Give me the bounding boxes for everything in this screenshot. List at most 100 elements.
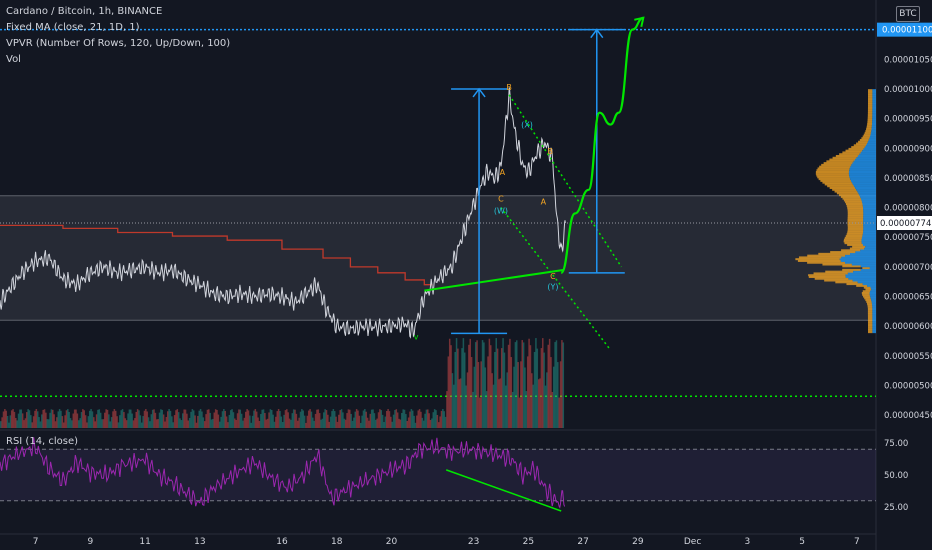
volume-bar: [376, 418, 378, 428]
volume-bar: [458, 379, 461, 428]
time-tick-label: 16: [276, 537, 288, 547]
volume-bar: [351, 420, 354, 428]
vp-bar-down: [867, 308, 873, 311]
volume-bar: [301, 409, 303, 428]
vp-bar-down: [863, 286, 871, 289]
vp-bar-up: [862, 283, 876, 286]
volume-bar: [323, 412, 325, 428]
volume-bar: [169, 410, 172, 428]
vp-bar-up: [867, 140, 876, 143]
vp-bar-down: [827, 185, 855, 188]
vp-bar-up: [871, 130, 876, 133]
volume-bar: [305, 422, 307, 428]
volume-bar: [76, 413, 79, 428]
vp-bar-up: [857, 281, 876, 284]
volume-bar: [276, 411, 278, 428]
time-tick-label: 7: [33, 537, 39, 547]
vp-bar-up: [863, 227, 876, 230]
vp-bar-up: [861, 240, 876, 243]
vp-bar-up: [872, 117, 876, 120]
vp-bar-down: [867, 313, 873, 316]
volume-bar: [532, 384, 534, 428]
vp-bar-down: [863, 295, 871, 298]
volume-bar: [492, 384, 495, 428]
currency-badge[interactable]: BTC: [896, 6, 920, 22]
volume-bar: [496, 348, 499, 428]
volume-bar: [273, 421, 276, 428]
vp-bar-up: [863, 219, 876, 222]
vp-bar-down: [819, 165, 851, 168]
volume-bar: [514, 342, 517, 428]
volume-bar: [190, 411, 192, 428]
volume-bar: [327, 414, 329, 428]
volume-bar: [199, 409, 202, 428]
vp-bar-down: [838, 194, 860, 197]
volume-bar: [251, 415, 254, 428]
projection-path: [560, 16, 644, 274]
price-tick-label: 0.00000450: [884, 411, 932, 421]
vp-bar-down: [836, 192, 859, 195]
volume-bar: [536, 348, 539, 428]
vp-bar-up: [872, 105, 876, 108]
chart-legend: Cardano / Bitcoin, 1h, BINANCE Fixed MA …: [6, 4, 230, 68]
vp-bar-down: [867, 98, 873, 101]
vp-bar-down: [862, 293, 870, 296]
vp-bar-down: [861, 137, 870, 140]
vp-bar-down: [866, 128, 872, 131]
volume-bar: [184, 409, 187, 428]
vp-bar-down: [847, 210, 864, 213]
vp-bar-down: [846, 283, 863, 286]
vp-bar-up: [872, 304, 876, 307]
volume-bar: [298, 417, 300, 428]
volume-bar: [309, 409, 311, 428]
vp-bar-up: [872, 96, 876, 99]
vp-bar-up: [863, 243, 876, 246]
vp-bar-up: [857, 154, 876, 157]
volume-bar: [520, 361, 522, 428]
volume-bar: [477, 362, 480, 428]
vp-bar-up: [869, 137, 876, 140]
volume-bar: [444, 416, 447, 428]
volume-bar: [213, 412, 216, 428]
volume-bar: [26, 412, 28, 428]
vp-bar-up: [864, 146, 876, 149]
volume-bar: [49, 412, 51, 428]
vp-bar-down: [797, 259, 841, 262]
volume-bar: [537, 379, 540, 428]
price-tick-label: 0.00000800: [884, 204, 932, 214]
volume-bar: [546, 372, 548, 428]
rsi-tick-label: 75.00: [884, 439, 908, 449]
vp-bar-up: [872, 315, 876, 318]
vp-bar-down: [829, 187, 856, 190]
time-tick-label: 20: [386, 537, 398, 547]
volume-bar: [346, 413, 348, 428]
fixed-ma-label: Fixed MA (close, 21, 1D, 1): [6, 22, 140, 33]
vp-bar-down: [849, 247, 865, 250]
vp-bar-down: [847, 208, 864, 211]
vp-bar-up: [872, 89, 876, 92]
volume-bar: [165, 416, 168, 428]
volume-bar: [208, 409, 210, 428]
volume-bar: [511, 391, 514, 428]
vp-bar-down: [862, 267, 870, 270]
vp-bar-down: [845, 235, 863, 238]
price-tick-label: 0.00000500: [884, 382, 932, 392]
vp-bar-down: [866, 300, 872, 303]
time-tick-label: 18: [331, 537, 343, 547]
volume-bar: [342, 412, 344, 428]
volume-bar: [143, 410, 146, 428]
vp-bar-down: [830, 251, 856, 254]
volume-bar: [461, 348, 463, 428]
wave-label: B: [547, 147, 553, 156]
volume-bar: [36, 411, 39, 428]
time-tick-label: 3: [744, 537, 750, 547]
volume-bar: [427, 409, 429, 428]
vp-bar-up: [862, 235, 876, 238]
volume-bar: [550, 357, 552, 428]
vp-bar-up: [863, 147, 876, 150]
volume-bar: [71, 420, 73, 428]
volume-bar: [12, 409, 14, 428]
vp-bar-down: [856, 142, 868, 145]
volume-bar: [176, 409, 179, 428]
